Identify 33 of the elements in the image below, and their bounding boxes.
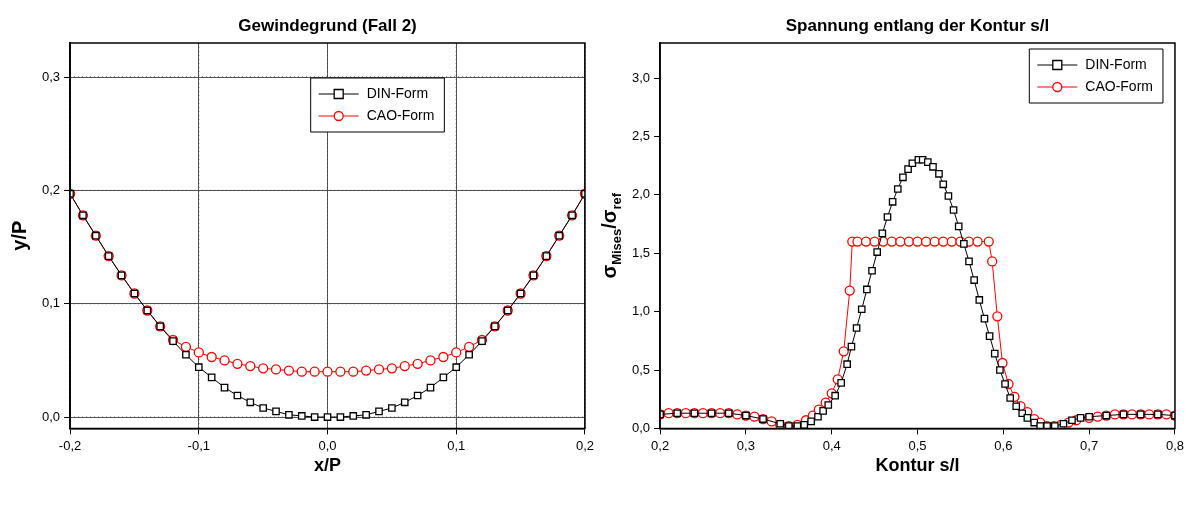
y-tick-label: 0,3 bbox=[41, 68, 61, 84]
x-tick-label: 0,7 bbox=[1080, 437, 1099, 453]
x-axis-title: x/P bbox=[314, 455, 342, 476]
y-tick-label: 0,5 bbox=[631, 361, 651, 377]
chart-title: Spannung entlang der Kontur s/l bbox=[785, 15, 1050, 35]
x-tick-label: -0,1 bbox=[187, 437, 210, 453]
y-tick-label: 3,0 bbox=[631, 69, 651, 85]
legend-label: CAO-Form bbox=[1085, 77, 1153, 94]
chart-title: Gewindegrund (Fall 2) bbox=[238, 15, 417, 35]
legend-label: DIN-Form bbox=[366, 84, 429, 101]
x-tick-label: 0,2 bbox=[651, 437, 670, 453]
x-tick-label: 0,3 bbox=[736, 437, 755, 453]
legend-label: DIN-Form bbox=[1085, 55, 1147, 72]
x-tick-label: 0,6 bbox=[994, 437, 1013, 453]
y-tick-label: 1,5 bbox=[631, 244, 651, 260]
x-tick-label: 0,4 bbox=[822, 437, 841, 453]
x-tick-label: 0,8 bbox=[1165, 437, 1184, 453]
legend-label: CAO-Form bbox=[366, 106, 435, 123]
y-axis-title: y/P bbox=[7, 220, 30, 251]
y-axis-title: σMises/σref bbox=[597, 192, 624, 279]
x-tick-label: 0,5 bbox=[908, 437, 927, 453]
y-tick-label: 0,0 bbox=[631, 419, 651, 435]
y-tick-label: 0,1 bbox=[41, 295, 61, 311]
y-tick-label: 1,0 bbox=[631, 303, 651, 319]
y-tick-label: 0,0 bbox=[41, 408, 61, 424]
x-tick-label: 0,0 bbox=[318, 437, 337, 453]
x-tick-label: 0,1 bbox=[447, 437, 466, 453]
x-tick-label: 0,2 bbox=[575, 437, 594, 453]
x-axis-title: Kontur s/l bbox=[875, 455, 960, 476]
y-tick-label: 2,5 bbox=[631, 128, 651, 144]
x-tick-label: -0,2 bbox=[58, 437, 82, 453]
y-tick-label: 0,2 bbox=[41, 181, 61, 197]
y-tick-label: 2,0 bbox=[631, 186, 651, 202]
